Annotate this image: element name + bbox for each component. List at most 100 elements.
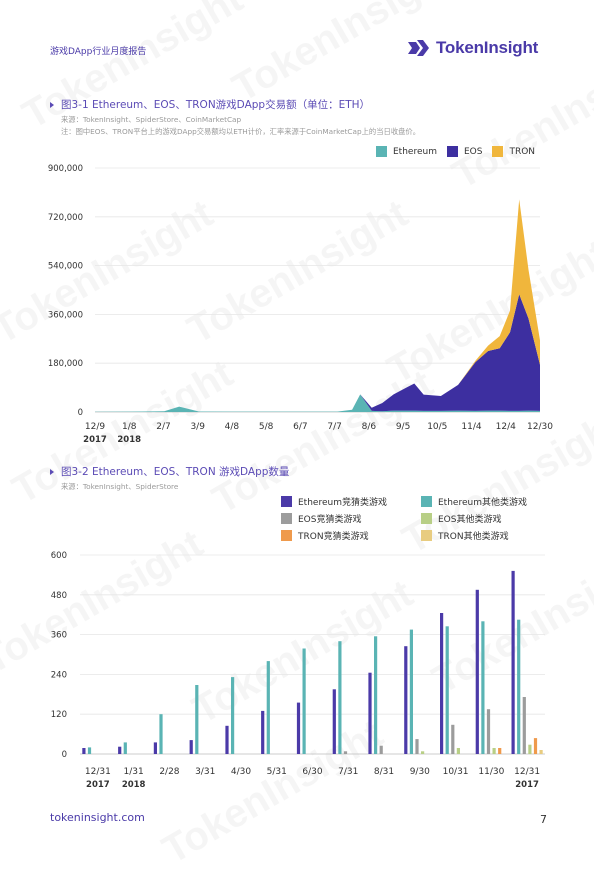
x-tick-label: 9/5 [396,422,410,432]
bar [87,747,92,754]
x-tick-label: 11/30 [478,767,504,777]
legend-item: Ethereum竞猜类游戏 [281,495,387,508]
figure1-note: 注：图中EOS、TRON平台上的游戏DApp交易额均以ETH计价，汇率来源于Co… [61,127,421,136]
x-year-label: 2018 [122,780,146,790]
bar [492,748,496,754]
legend-label: EOS [463,146,483,157]
bar [498,748,502,754]
bullet-triangle-icon [50,468,54,475]
legend-item: TRON其他类游戏 [421,529,509,542]
bar [486,709,491,754]
bar [266,661,270,754]
area-eos [95,294,540,412]
y-tick-label: 720,000 [48,213,83,223]
bar [517,619,521,754]
legend-label: TRON [509,146,536,157]
dapp-count-bar-chart: 0 120 240 360 480 600 12/31 2017 1/31 2018 2/28 3/3… [51,551,545,790]
x-tick-label: 2/7 [156,422,170,432]
website-link[interactable]: tokeninsight.com [50,811,145,824]
figure2-title: 图3-2 Ethereum、EOS、TRON 游戏DApp数量 [50,464,289,479]
y-tick-label: 900,000 [48,164,83,174]
bar [261,710,265,754]
x-tick-label: 12/9 [85,422,105,432]
transaction-volume-area-chart: 0 180,000 360,000 540,000 720,000 900,000 12/9… [48,164,553,445]
y-tick-label: 0 [62,750,67,760]
x-tick-label: 2/28 [159,767,179,777]
x-tick-label: 12/31 [514,767,540,777]
x-tick-label: 7/7 [327,422,341,432]
bar [539,750,543,754]
bar [332,689,336,754]
tokeninsight-logo-icon [408,40,429,56]
bar [343,751,348,754]
y-tick-label: 360,000 [48,310,83,320]
legend-label: EOS其他类游戏 [438,515,502,525]
legend-item-eos: EOS [446,146,483,157]
bar [456,748,460,754]
bar [379,745,383,754]
figure2-source: 来源：TokenInsight、SpiderStore [61,482,179,491]
x-tick-label: 6/7 [293,422,307,432]
legend-item-tron: TRON [492,146,535,157]
bar [421,751,425,754]
legend-item: EOS竞猜类游戏 [281,512,361,525]
x-tick-label: 9/30 [410,767,430,777]
bar [296,702,301,754]
bar [475,589,479,754]
x-tick-label: 10/31 [443,767,469,777]
logo-text: TokenInsight [436,38,539,57]
legend-item: TRON竞猜类游戏 [281,529,369,542]
bar [368,672,372,754]
x-tick-label: 12/4 [496,422,516,432]
figure1-source: 来源：TokenInsight、SpiderStore、CoinMarketCa… [61,115,242,124]
x-tick-label: 11/4 [461,422,481,432]
bar [522,697,526,754]
x-tick-label: 12/30 [527,422,553,432]
x-year-label: 2017 [83,435,107,445]
x-tick-label: 5/31 [267,767,287,777]
legend-swatch [421,496,432,507]
legend-label: EOS竞猜类游戏 [298,515,362,525]
x-tick-label: 1/31 [124,767,144,777]
bar [481,621,485,754]
legend-swatch [446,146,458,157]
legend-swatch [281,496,292,507]
x-tick-label: 12/31 [85,767,111,777]
figure1-title-text: 图3-1 Ethereum、EOS、TRON游戏DApp交易额（单位：ETH） [61,99,371,111]
bar [533,738,538,754]
y-tick-label: 0 [78,408,83,418]
figure1-title: 图3-1 Ethereum、EOS、TRON游戏DApp交易额（单位：ETH） [50,97,370,112]
legend-item-ethereum: Ethereum [376,146,437,157]
legend-label: TRON竞猜类游戏 [298,532,369,542]
y-tick-label: 600 [51,551,67,561]
bar [153,742,157,754]
x-tick-label: 4/30 [231,767,251,777]
bar [445,626,449,754]
bar [404,646,408,754]
x-tick-label: 8/31 [374,767,394,777]
x-year-label: 2017 [515,780,539,790]
bar [511,570,515,754]
legend-swatch [281,530,292,541]
bullet-triangle-icon [50,101,54,108]
figure1-legend: Ethereum EOS TRON [376,146,535,157]
y-tick-label: 240 [51,670,67,680]
legend-swatch [492,146,504,157]
legend-label: Ethereum其他类游戏 [438,498,527,508]
legend-swatch [376,146,387,157]
x-tick-label: 7/31 [338,767,358,777]
bar [189,740,193,754]
x-tick-label: 10/5 [427,422,447,432]
legend-swatch [281,513,292,524]
x-year-label: 2018 [117,435,141,445]
legend-swatch [421,530,432,541]
legend-item: EOS其他类游戏 [421,512,501,525]
x-tick-label: 3/9 [190,422,205,432]
y-tick-label: 540,000 [48,262,83,272]
bar [409,629,413,754]
legend-item: Ethereum其他类游戏 [421,495,527,508]
bar [528,744,532,754]
bar [159,714,163,754]
y-tick-label: 480 [51,591,67,601]
x-tick-label: 6/30 [302,767,322,777]
